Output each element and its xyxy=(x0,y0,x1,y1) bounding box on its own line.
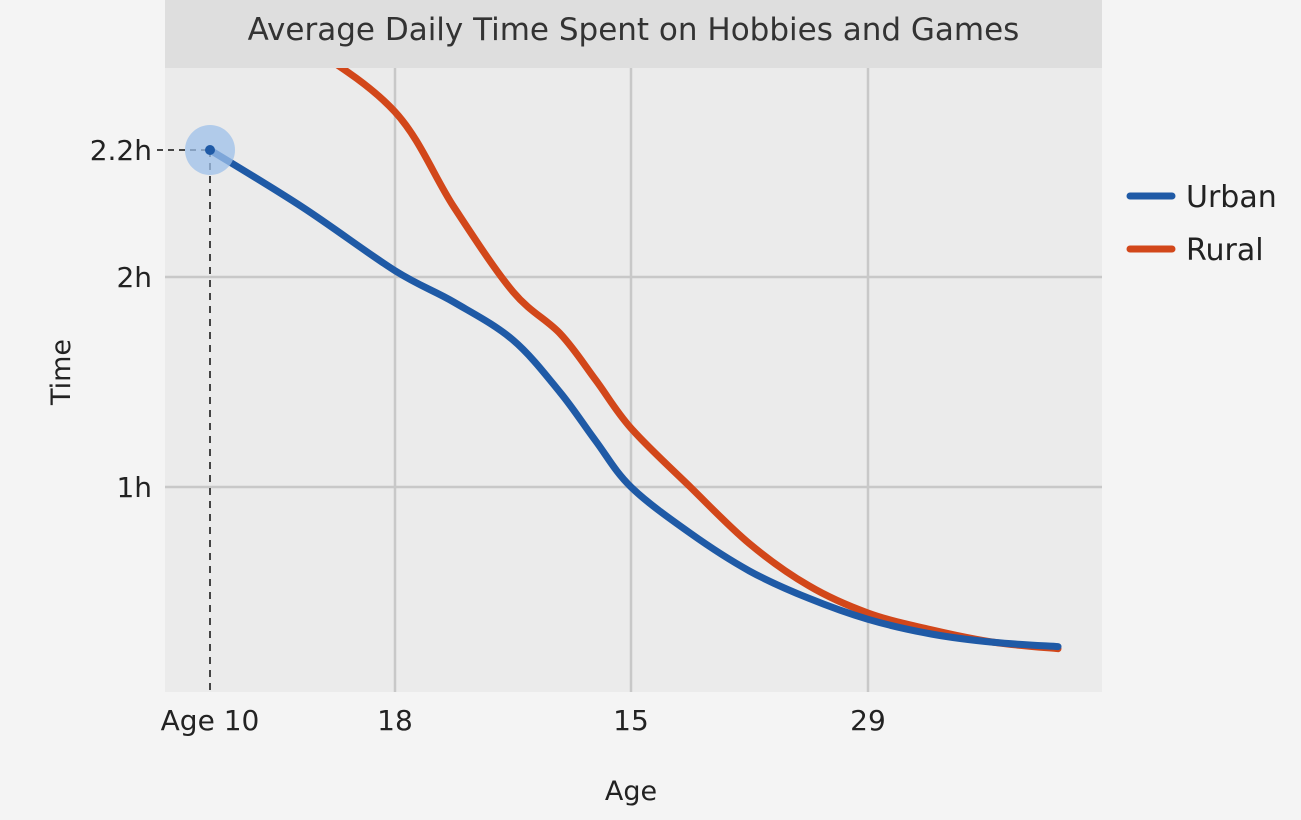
legend: Urban Rural xyxy=(1126,180,1277,268)
plot-area xyxy=(165,68,1102,692)
y-tick-label: 2.2h xyxy=(90,134,152,167)
x-tick-label: 29 xyxy=(850,704,886,737)
series-line-rural xyxy=(219,0,1062,653)
legend-label-rural: Rural xyxy=(1186,233,1264,268)
highlight-point-center xyxy=(205,145,215,155)
x-tick-label: 18 xyxy=(377,704,413,737)
title-bar xyxy=(165,0,1102,68)
title-group: Average Daily Time Spent on Hobbies and … xyxy=(165,0,1102,68)
axis-ticks: Age 10 18 15 29 2.2h 2h 1h Age Time xyxy=(46,134,886,807)
series-group xyxy=(157,0,1062,694)
y-axis-label: Time xyxy=(46,339,77,406)
y-tick-label: 1h xyxy=(116,471,152,504)
legend-label-urban: Urban xyxy=(1186,180,1277,215)
x-tick-label: 15 xyxy=(613,704,649,737)
chart-title: Average Daily Time Spent on Hobbies and … xyxy=(248,12,1020,48)
y-tick-label: 2h xyxy=(116,261,152,294)
x-tick-label: Age 10 xyxy=(161,704,260,737)
series-line-urban xyxy=(206,146,1062,651)
x-axis-label: Age xyxy=(605,776,657,807)
plot-background xyxy=(165,68,1102,692)
